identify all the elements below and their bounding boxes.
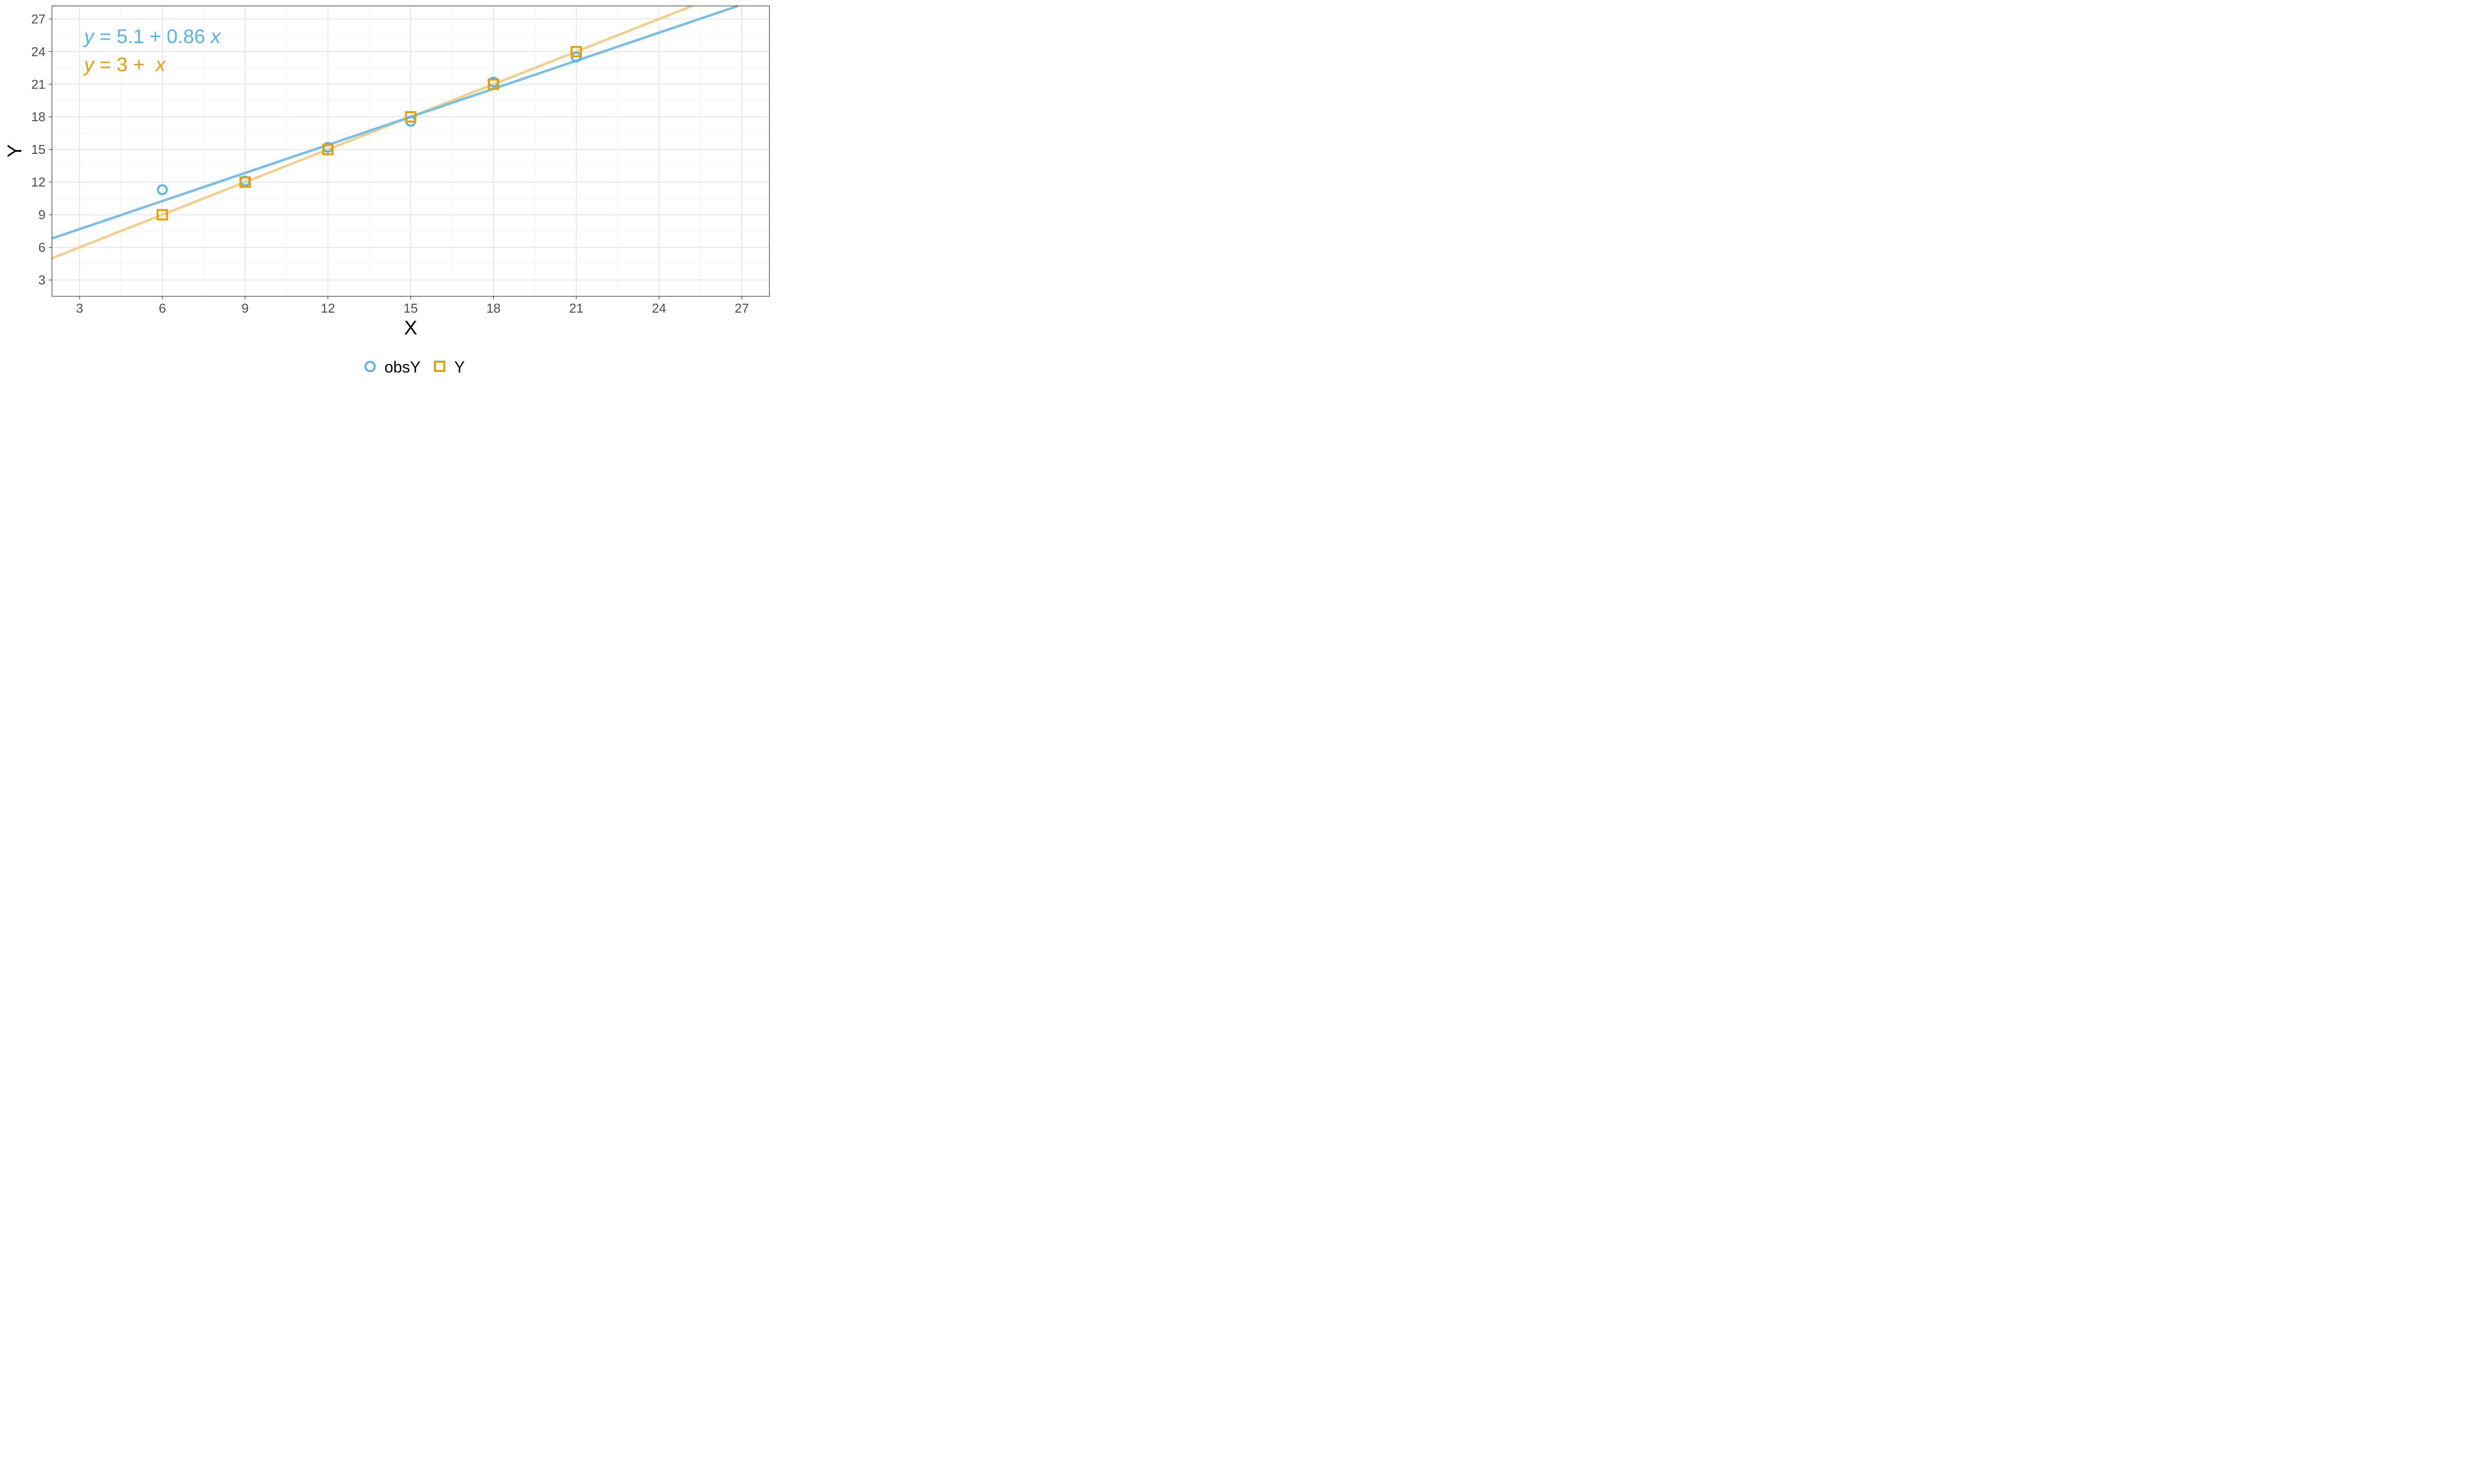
x-axis: 3 6 9 12 15 18 21 24 27 (76, 296, 749, 316)
x-tick-label: 18 (486, 301, 501, 316)
y-tick-label: 9 (39, 207, 46, 222)
equation-Y-xvar: x (155, 54, 167, 76)
equation-annotations: y = 5.1 + 0.86 x y = 3 + x (83, 26, 222, 76)
point-obsY (157, 184, 168, 195)
point-Y (487, 78, 499, 90)
legend-label-Y: Y (454, 358, 465, 376)
x-tick-label: 3 (76, 301, 83, 316)
point-Y (239, 176, 251, 188)
x-tick-label: 12 (321, 301, 335, 316)
x-tick-label: 27 (735, 301, 749, 316)
equation-obsY: y = 5.1 + 0.86 x (83, 26, 222, 47)
regression-chart: 3 6 9 12 15 18 21 24 27 3 6 9 12 15 18 21 24 27 X Y y = … (4, 4, 770, 376)
y-axis: 3 6 9 12 15 18 21 24 27 (31, 11, 52, 287)
y-tick-label: 24 (31, 44, 46, 59)
point-Y (405, 111, 417, 123)
legend-key-obsY (364, 361, 376, 372)
point-Y (322, 143, 334, 155)
equation-Y-body: = 3 + (94, 54, 156, 76)
equation-Y: y = 3 + x (83, 54, 167, 76)
point-Y (571, 46, 582, 57)
x-axis-title: X (404, 317, 418, 339)
point-Y (156, 209, 168, 221)
equation-obsY-xvar: x (210, 26, 222, 47)
legend-key-Y (434, 361, 445, 372)
y-tick-label: 27 (31, 11, 46, 26)
x-tick-label: 15 (404, 301, 418, 316)
y-tick-label: 6 (39, 240, 46, 255)
x-tick-label: 6 (159, 301, 166, 316)
x-tick-label: 9 (241, 301, 248, 316)
fit-lines (51, 4, 739, 260)
y-tick-label: 21 (31, 77, 46, 92)
y-axis-title: Y (4, 144, 26, 158)
equation-Y-yvar: y (83, 54, 95, 76)
equation-obsY-body: = 5.1 + 0.86 (94, 26, 211, 47)
legend-label-obsY: obsY (384, 358, 421, 376)
fit-line-obsY (51, 4, 739, 240)
legend: obsY Y (364, 358, 465, 376)
data-points (156, 46, 582, 221)
x-tick-label: 24 (652, 301, 666, 316)
x-tick-label: 21 (569, 301, 583, 316)
y-tick-label: 15 (31, 142, 46, 157)
equation-obsY-yvar: y (83, 26, 95, 47)
y-tick-label: 18 (31, 109, 46, 124)
y-tick-label: 12 (31, 175, 46, 189)
y-tick-label: 3 (39, 273, 46, 287)
fit-line-Y (51, 4, 693, 260)
